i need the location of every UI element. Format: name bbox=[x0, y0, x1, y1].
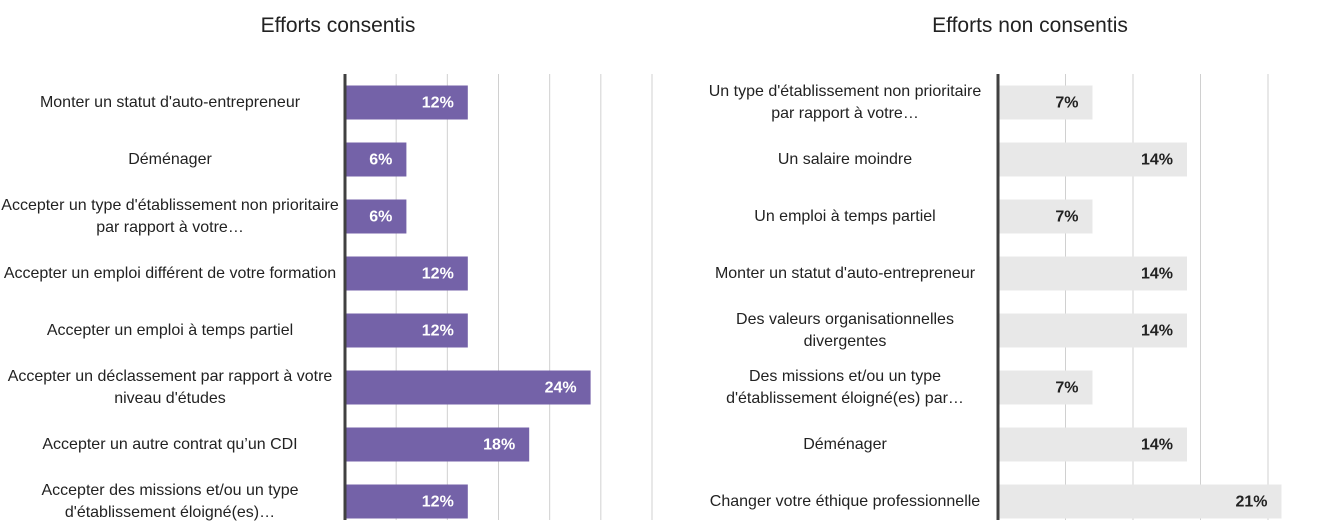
bar bbox=[998, 256, 1187, 291]
bar bbox=[998, 427, 1187, 462]
category-label: Monter un statut d'auto-entrepreneur bbox=[39, 93, 301, 111]
bar bbox=[345, 256, 468, 291]
category-label: Un emploi à temps partiel bbox=[754, 207, 936, 225]
value-label: 6% bbox=[369, 152, 392, 169]
chart-title: Efforts consentis bbox=[260, 14, 416, 37]
category-label: Des missions et/ou un type d'établisseme… bbox=[726, 367, 964, 407]
category-label: Déménager bbox=[128, 150, 212, 168]
value-label: 7% bbox=[1055, 380, 1078, 397]
bar bbox=[998, 199, 1093, 234]
value-label: 12% bbox=[422, 494, 454, 511]
value-label: 12% bbox=[422, 266, 454, 283]
value-label: 24% bbox=[545, 380, 577, 397]
chart-title: Efforts non consentis bbox=[932, 14, 1128, 37]
value-label: 18% bbox=[483, 437, 515, 454]
category-label: Accepter un déclassement par rapport à v… bbox=[7, 367, 333, 407]
category-label: Accepter un type d'établissement non pri… bbox=[1, 196, 339, 236]
value-label: 6% bbox=[369, 209, 392, 226]
value-label: 7% bbox=[1055, 209, 1078, 226]
category-label: Déménager bbox=[803, 435, 887, 453]
category-label: Un type d'établissement non prioritaire … bbox=[708, 82, 982, 122]
value-label: 14% bbox=[1141, 266, 1173, 283]
category-label: Accepter un emploi à temps partiel bbox=[46, 321, 294, 339]
bar bbox=[345, 313, 468, 348]
bar bbox=[998, 142, 1187, 177]
category-label: Monter un statut d'auto-entrepreneur bbox=[714, 264, 976, 282]
category-label: Accepter des missions et/ou un type d'ét… bbox=[41, 481, 299, 521]
bar bbox=[998, 370, 1093, 405]
value-label: 21% bbox=[1235, 494, 1267, 511]
category-label: Changer votre éthique professionnelle bbox=[709, 492, 981, 510]
value-label: 12% bbox=[422, 95, 454, 112]
bar bbox=[345, 427, 530, 462]
category-label: Des valeurs organisationnelles divergent… bbox=[736, 310, 954, 350]
value-label: 14% bbox=[1141, 323, 1173, 340]
bar bbox=[345, 199, 407, 234]
category-label: Un salaire moindre bbox=[777, 150, 913, 168]
bar bbox=[345, 370, 591, 405]
value-label: 14% bbox=[1141, 152, 1173, 169]
category-label: Accepter un autre contrat qu’un CDI bbox=[42, 435, 298, 453]
bar bbox=[998, 484, 1282, 519]
value-label: 12% bbox=[422, 323, 454, 340]
bar bbox=[345, 85, 468, 120]
bar bbox=[345, 142, 407, 177]
category-label: Accepter un emploi différent de votre fo… bbox=[3, 264, 337, 282]
bar bbox=[345, 484, 468, 519]
value-label: 14% bbox=[1141, 437, 1173, 454]
value-label: 7% bbox=[1055, 95, 1078, 112]
bar bbox=[998, 85, 1093, 120]
bar bbox=[998, 313, 1187, 348]
